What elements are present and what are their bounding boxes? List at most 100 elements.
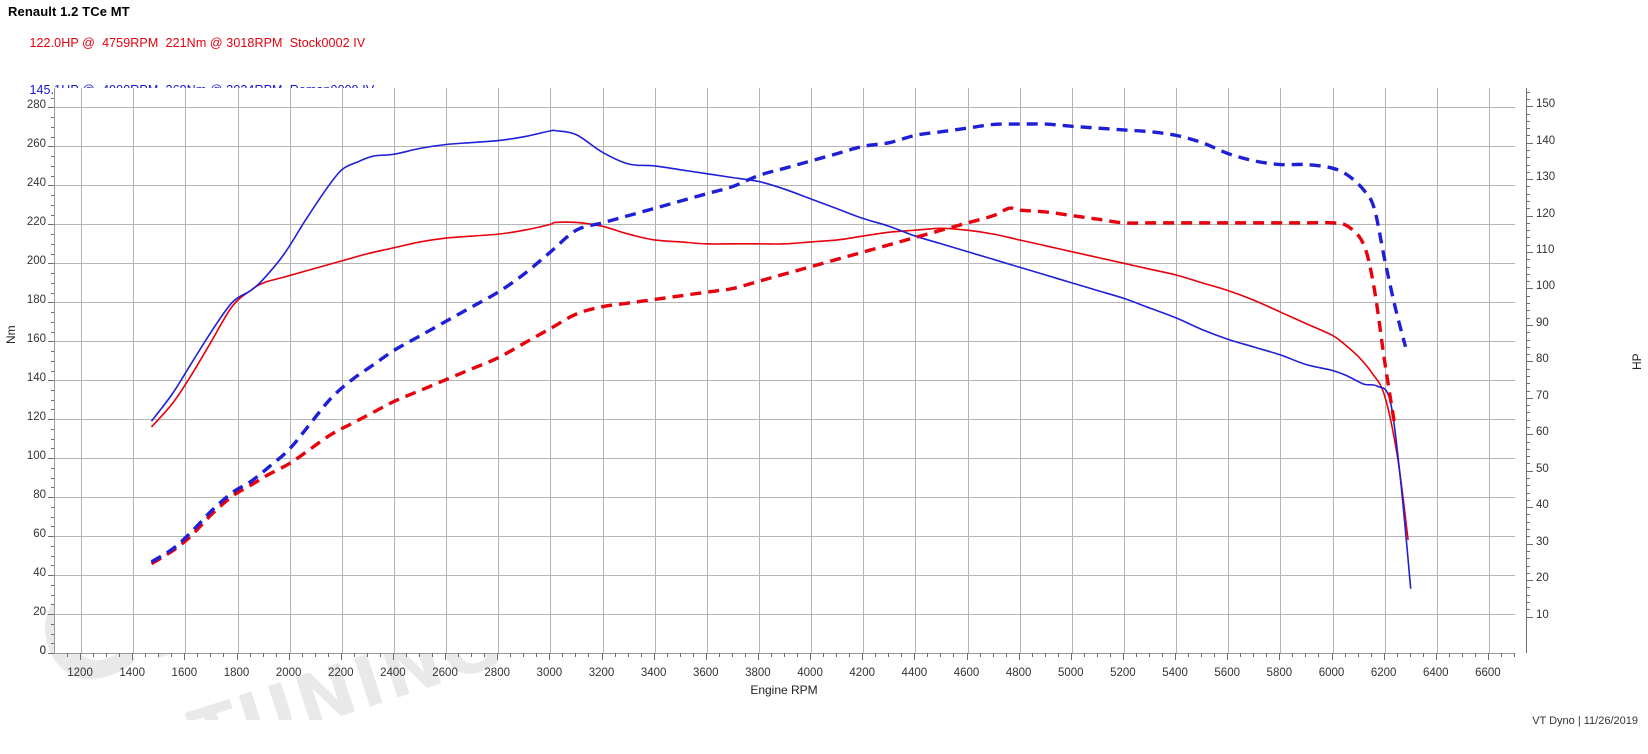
y-tick-minor-left: [51, 448, 54, 450]
grid-line-v: [289, 88, 291, 653]
y-tick-minor-right: [1526, 113, 1530, 115]
y-tick-minor-left: [51, 506, 54, 508]
x-tick-minor: [171, 653, 173, 657]
y-tick-minor-right: [1526, 295, 1530, 297]
y-tick-minor-right: [1526, 492, 1530, 494]
y-tick-minor-right: [1526, 310, 1530, 312]
x-tick-minor: [823, 653, 825, 657]
grid-line-v: [237, 88, 239, 653]
y-tick-label-left: 260: [26, 138, 46, 151]
x-tick-mark: [1435, 653, 1437, 660]
x-tick-mark: [914, 653, 916, 660]
y-tick-minor-right: [1526, 149, 1530, 151]
x-tick-minor: [1409, 653, 1411, 657]
y-tick-mark-right: [1526, 252, 1533, 254]
y-tick-minor-left: [51, 136, 54, 138]
x-tick-minor: [927, 653, 929, 657]
y-tick-label-left: 120: [26, 411, 46, 424]
x-tick-mark: [549, 653, 551, 660]
x-tick-mark: [184, 653, 186, 660]
x-tick-minor: [1057, 653, 1059, 657]
y-tick-label-right: 90: [1536, 316, 1549, 329]
grid-line-v: [1280, 88, 1282, 653]
grid-line-v: [81, 88, 83, 653]
x-tick-minor: [1422, 653, 1424, 657]
y-tick-minor-left: [51, 428, 54, 430]
x-tick-minor: [797, 653, 799, 657]
y-tick-mark-right: [1526, 215, 1533, 217]
x-tick-label: 2000: [275, 667, 302, 679]
x-tick-minor: [1253, 653, 1255, 657]
x-tick-minor: [1083, 653, 1085, 657]
x-tick-minor: [731, 653, 733, 657]
grid-line-v: [498, 88, 500, 653]
x-tick-label: 5400: [1162, 667, 1188, 679]
y-tick-mark-left: [48, 653, 54, 654]
y-tick-minor-right: [1526, 120, 1530, 122]
y-tick-mark-left: [48, 146, 54, 148]
y-tick-minor-left: [51, 545, 54, 547]
y-tick-minor-left: [51, 204, 54, 206]
y-tick-label-right: 20: [1536, 572, 1549, 585]
x-tick-minor: [119, 653, 121, 657]
x-tick-minor: [353, 653, 355, 657]
y-axis-label-right: HP: [1630, 353, 1644, 370]
x-tick-minor: [1188, 653, 1190, 657]
x-tick-minor: [784, 653, 785, 657]
x-tick-minor: [536, 653, 538, 657]
x-tick-label: 3200: [588, 667, 615, 679]
y-tick-minor-right: [1526, 587, 1530, 589]
series-remap0009-iv-torque: [150, 129, 1412, 589]
y-tick-minor-right: [1526, 273, 1530, 275]
y-tick-minor-right: [1526, 441, 1530, 443]
x-tick-label: 1800: [223, 667, 250, 679]
y-tick-minor-left: [51, 331, 54, 333]
x-tick-label: 2200: [327, 667, 354, 679]
y-tick-mark-right: [1526, 580, 1533, 582]
x-tick-minor: [458, 653, 460, 657]
grid-line-h: [55, 146, 1515, 148]
grid-line-v: [915, 88, 917, 653]
x-tick-minor: [575, 653, 577, 657]
x-tick-minor: [1162, 653, 1164, 657]
y-tick-mark-left: [48, 497, 54, 499]
x-tick-mark: [1227, 653, 1229, 660]
x-tick-mark: [1122, 653, 1124, 660]
y-tick-minor-left: [51, 97, 54, 99]
legend-stock-power: 122.0HP @: [29, 35, 95, 50]
x-tick-minor: [666, 653, 668, 657]
y-tick-minor-left: [51, 526, 54, 528]
y-tick-mark-right: [1526, 470, 1533, 472]
y-tick-minor-right: [1526, 419, 1530, 421]
x-tick-minor: [836, 653, 838, 657]
grid-line-v: [1071, 88, 1073, 653]
y-tick-minor-left: [51, 156, 54, 158]
x-tick-minor: [471, 653, 473, 657]
curves-layer: [55, 88, 1515, 653]
x-tick-minor: [1514, 653, 1515, 657]
grid-line-v: [706, 88, 708, 653]
y-tick-minor-right: [1526, 383, 1530, 385]
y-tick-minor-left: [51, 633, 54, 635]
grid-line-v: [341, 88, 343, 653]
x-tick-minor: [1500, 653, 1502, 657]
y-tick-minor-right: [1526, 405, 1530, 407]
x-tick-mark: [497, 653, 499, 660]
y-tick-label-left: 80: [33, 489, 46, 502]
x-tick-minor: [484, 653, 486, 657]
x-tick-minor: [875, 653, 877, 657]
y-tick-minor-right: [1526, 390, 1530, 392]
y-tick-minor-right: [1526, 128, 1530, 130]
y-tick-label-right: 50: [1536, 462, 1549, 475]
x-tick-minor: [93, 653, 95, 657]
x-tick-minor: [1096, 653, 1098, 657]
y-tick-minor-right: [1526, 427, 1530, 428]
y-tick-minor-left: [51, 117, 54, 119]
grid-line-v: [758, 88, 760, 653]
grid-line-v: [811, 88, 813, 653]
grid-line-v: [1436, 88, 1438, 653]
x-tick-minor: [1396, 653, 1398, 657]
y-tick-minor-left: [51, 399, 54, 401]
x-tick-minor: [1005, 653, 1007, 657]
